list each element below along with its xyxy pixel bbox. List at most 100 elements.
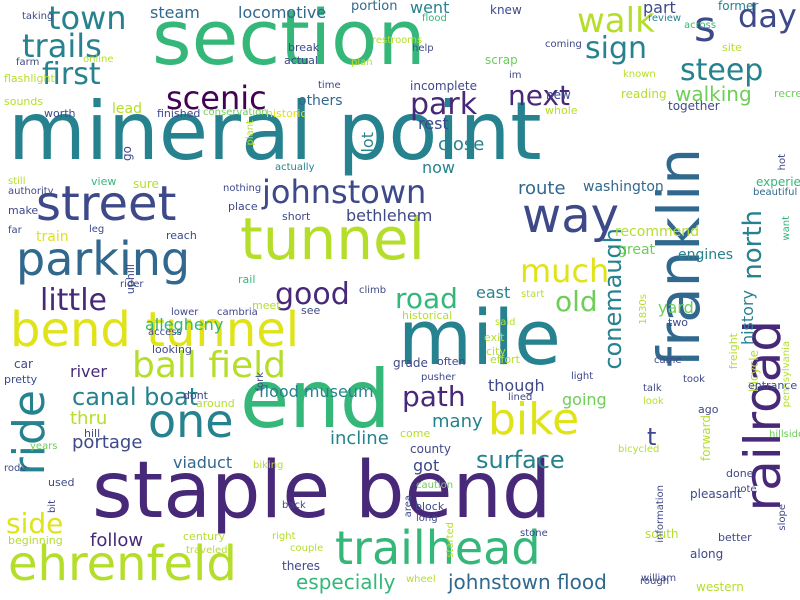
cloud-word: close <box>438 134 485 155</box>
cloud-word: site <box>722 41 742 54</box>
cloud-word: look <box>643 396 664 407</box>
cloud-word: portage <box>72 432 143 453</box>
cloud-word: better <box>718 531 752 544</box>
cloud-word: mineral point <box>8 85 542 178</box>
cloud-word: nothing <box>223 183 262 194</box>
cloud-word: johnstown flood <box>448 570 607 594</box>
cloud-word: started <box>445 522 456 558</box>
cloud-word: took <box>683 374 705 385</box>
cloud-word: way <box>522 188 620 244</box>
cloud-word: couple <box>290 543 324 554</box>
cloud-word: slope <box>777 504 788 531</box>
cloud-word: 1830s <box>638 294 649 325</box>
cloud-word: access <box>148 327 182 338</box>
cloud-word: north <box>738 210 768 280</box>
cloud-word: section <box>152 0 426 82</box>
cloud-word: trailhead <box>335 521 541 575</box>
cloud-word: t <box>647 423 657 451</box>
cloud-word: canal boat <box>72 383 199 411</box>
cloud-word: car <box>14 357 33 371</box>
cloud-word: first <box>42 57 101 92</box>
cloud-word: light <box>571 371 594 382</box>
cloud-word: viaduct <box>173 453 233 472</box>
cloud-word: note <box>734 484 757 495</box>
cloud-word: hot <box>777 154 788 171</box>
cloud-word: day <box>738 0 797 35</box>
cloud-word: yard <box>658 298 694 317</box>
cloud-word: said <box>495 317 516 328</box>
cloud-word: scenic <box>166 79 267 117</box>
cloud-word: bend tunnel <box>10 302 300 358</box>
cloud-word: train <box>36 229 69 245</box>
cloud-word: others <box>298 93 343 109</box>
cloud-word: washington <box>583 179 664 195</box>
cloud-word: leg <box>89 224 105 235</box>
cloud-word: mile <box>398 293 562 382</box>
cloud-word: exit <box>484 331 505 344</box>
cloud-word: come <box>400 427 431 440</box>
cloud-word: though <box>488 376 545 395</box>
cloud-word: incline <box>330 428 389 449</box>
cloud-word: much <box>520 252 610 290</box>
cloud-word: trails <box>22 27 102 65</box>
cloud-word: done <box>726 467 754 480</box>
cloud-word: bike <box>488 394 580 445</box>
cloud-word: allegheny <box>145 315 224 334</box>
cloud-word: staple bend <box>92 446 552 536</box>
cloud-word: climb <box>359 285 387 296</box>
cloud-word: reach <box>166 229 197 242</box>
cloud-word: engines <box>678 247 734 263</box>
cloud-word: traveled <box>186 545 228 556</box>
cloud-word: former <box>718 0 759 13</box>
cloud-word: break <box>288 41 320 54</box>
cloud-word: hill <box>84 427 101 440</box>
cloud-word: route <box>518 178 566 199</box>
cloud-word: bethlehem <box>346 206 433 225</box>
cloud-word: next <box>508 79 571 112</box>
cloud-word: pretty <box>4 373 38 386</box>
cloud-word: beautiful <box>753 187 798 198</box>
cloud-word: freight <box>727 333 740 370</box>
cloud-word: lower <box>171 307 199 318</box>
cloud-word: pennsylvania <box>781 341 792 408</box>
cloud-word: worth <box>44 107 76 120</box>
cloud-word: steep <box>680 53 764 88</box>
cloud-word: make <box>8 204 39 217</box>
cloud-word: see <box>301 304 321 317</box>
cloud-word: information <box>655 485 666 543</box>
cloud-word: portion <box>351 0 398 14</box>
cloud-word: part <box>643 0 676 17</box>
cloud-word: plant <box>245 120 256 146</box>
cloud-word: ehrenfeld <box>8 536 237 592</box>
cloud-word: time <box>318 80 341 91</box>
cloud-word: william <box>641 573 677 584</box>
cloud-word: sounds <box>4 95 44 108</box>
cloud-word: plan <box>351 57 373 68</box>
cloud-word: walking <box>675 82 752 106</box>
cloud-word: effort <box>490 353 520 366</box>
cloud-word: side <box>6 507 64 540</box>
cloud-word: wheel <box>406 574 436 585</box>
cloud-word: beginning <box>8 534 63 547</box>
cloud-word: stone <box>520 528 548 539</box>
cloud-word: lined <box>508 392 533 403</box>
cloud-word: years <box>30 441 58 452</box>
cloud-word: bit <box>47 500 58 514</box>
cloud-word: review <box>648 13 682 24</box>
cloud-word: now <box>422 158 456 177</box>
cloud-word: flashlight <box>4 72 55 85</box>
cloud-word: historical <box>402 309 453 322</box>
cloud-word: long <box>416 513 438 524</box>
cloud-word: used <box>48 476 75 489</box>
cloud-word: around <box>196 397 235 410</box>
cloud-word: cambria <box>217 307 258 318</box>
cloud-word: recreation <box>774 87 800 100</box>
cloud-word: talk <box>643 383 662 394</box>
cloud-word: johnstown <box>262 173 427 211</box>
cloud-word: incomplete <box>410 79 477 93</box>
cloud-word: lot <box>358 132 377 153</box>
cloud-word: bicycled <box>618 444 660 455</box>
cloud-word: biking <box>253 460 284 471</box>
cloud-word: ball field <box>132 345 287 386</box>
